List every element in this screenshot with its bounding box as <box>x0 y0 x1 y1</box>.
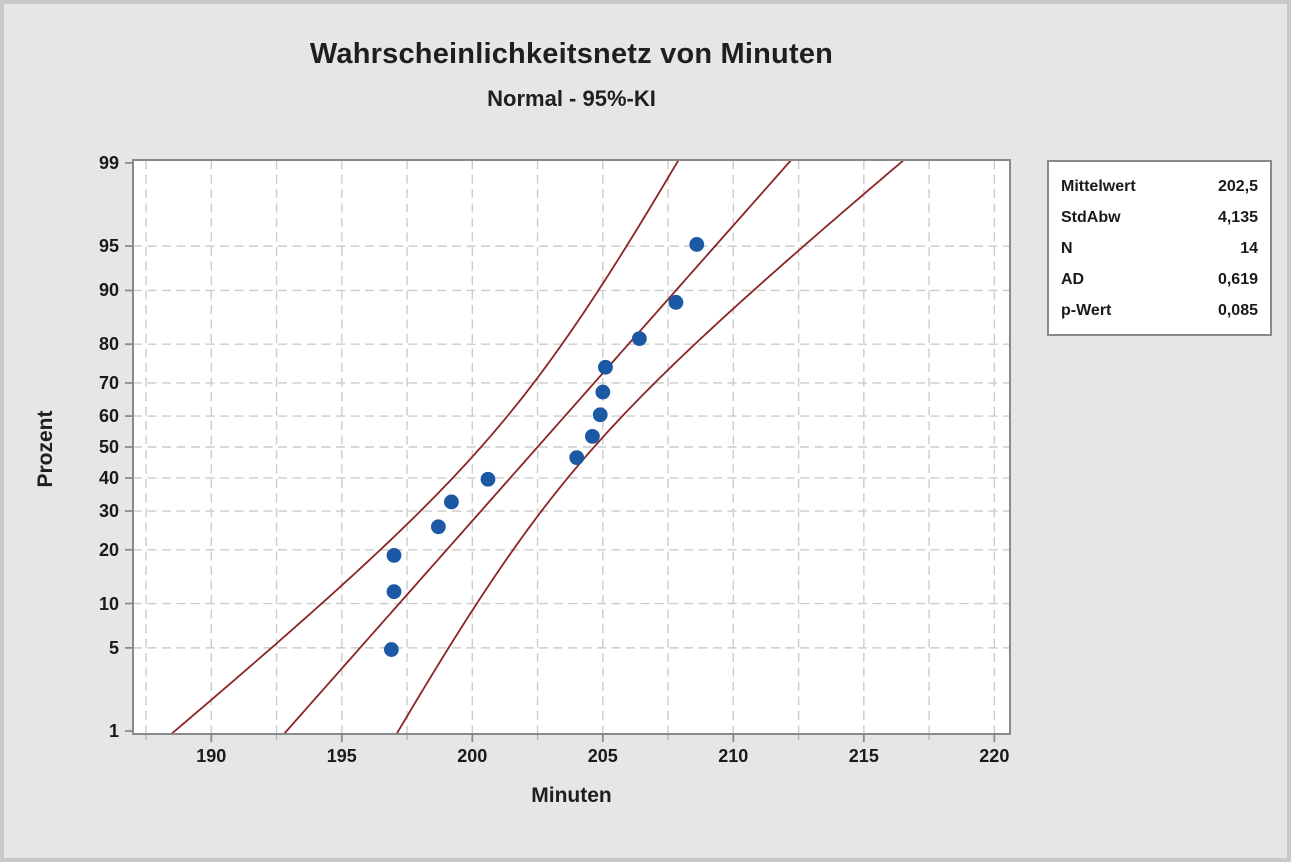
x-tick-label: 200 <box>457 746 488 766</box>
y-tick-label: 99 <box>98 152 119 173</box>
data-point <box>444 494 459 510</box>
y-tick-label: 40 <box>98 467 119 488</box>
y-tick-label: 50 <box>98 437 119 457</box>
data-point <box>584 428 600 444</box>
y-tick-label: 80 <box>98 334 119 355</box>
fit-line <box>283 159 792 735</box>
data-point <box>592 407 608 423</box>
stat-value: 0,619 <box>1217 271 1258 288</box>
stats-row-stdev: StdAbw 4,135 <box>1061 202 1258 233</box>
y-axis-label: Prozent <box>34 410 57 488</box>
data-point <box>569 450 585 466</box>
stat-label: Mittelwert <box>1061 178 1136 195</box>
stat-label: AD <box>1061 271 1085 288</box>
y-tick-label: 90 <box>98 280 119 301</box>
stats-row-ad: AD 0,619 <box>1061 264 1258 295</box>
stats-row-mean: Mittelwert 202,5 <box>1061 171 1258 202</box>
x-tick-label: 190 <box>196 746 227 766</box>
y-tick-label: 1 <box>108 721 119 742</box>
stat-label: p-Wert <box>1061 302 1112 319</box>
stat-value: 0,085 <box>1217 302 1258 319</box>
stat-label: StdAbw <box>1061 209 1121 226</box>
stats-row-pvalue: p-Wert 0,085 <box>1061 295 1258 326</box>
data-point <box>480 471 496 487</box>
x-tick-label: 195 <box>326 746 357 766</box>
data-point <box>631 331 647 347</box>
stat-value: 14 <box>1240 240 1258 257</box>
chart-title: Wahrscheinlichkeitsnetz von Minuten <box>309 38 834 70</box>
data-point <box>430 519 446 535</box>
y-tick-label: 60 <box>98 406 119 427</box>
ci-lower-band <box>170 159 680 735</box>
stat-value: 4,135 <box>1217 209 1258 226</box>
stat-label: N <box>1061 240 1073 257</box>
y-tick-label: 5 <box>108 637 119 658</box>
stat-value: 202,5 <box>1217 178 1258 195</box>
plot-border <box>132 159 1011 735</box>
y-tick-label: 20 <box>98 539 119 560</box>
x-tick-label: 220 <box>979 746 1010 766</box>
x-tick-label: 215 <box>848 746 879 766</box>
x-axis-label: Minuten <box>531 784 612 807</box>
data-point <box>598 359 613 375</box>
data-point <box>668 294 684 310</box>
y-tick-label: 10 <box>98 593 119 614</box>
probability-plot-canvas <box>125 159 1011 742</box>
data-point <box>595 384 611 400</box>
data-point <box>384 642 399 657</box>
stats-panel: Mittelwert 202,5 StdAbw 4,135 N 14 AD 0,… <box>1047 160 1272 336</box>
chart-subtitle: Normal - 95%-KI <box>487 86 656 111</box>
x-tick-label: 210 <box>718 746 749 766</box>
stats-row-n: N 14 <box>1061 233 1258 264</box>
data-point <box>689 237 705 252</box>
ci-upper-band <box>395 159 905 735</box>
data-point <box>386 547 402 563</box>
y-tick-label: 95 <box>98 236 119 257</box>
data-point <box>386 584 402 600</box>
y-tick-label: 70 <box>98 372 119 393</box>
y-tick-label: 30 <box>98 501 119 522</box>
x-tick-label: 205 <box>587 746 618 766</box>
